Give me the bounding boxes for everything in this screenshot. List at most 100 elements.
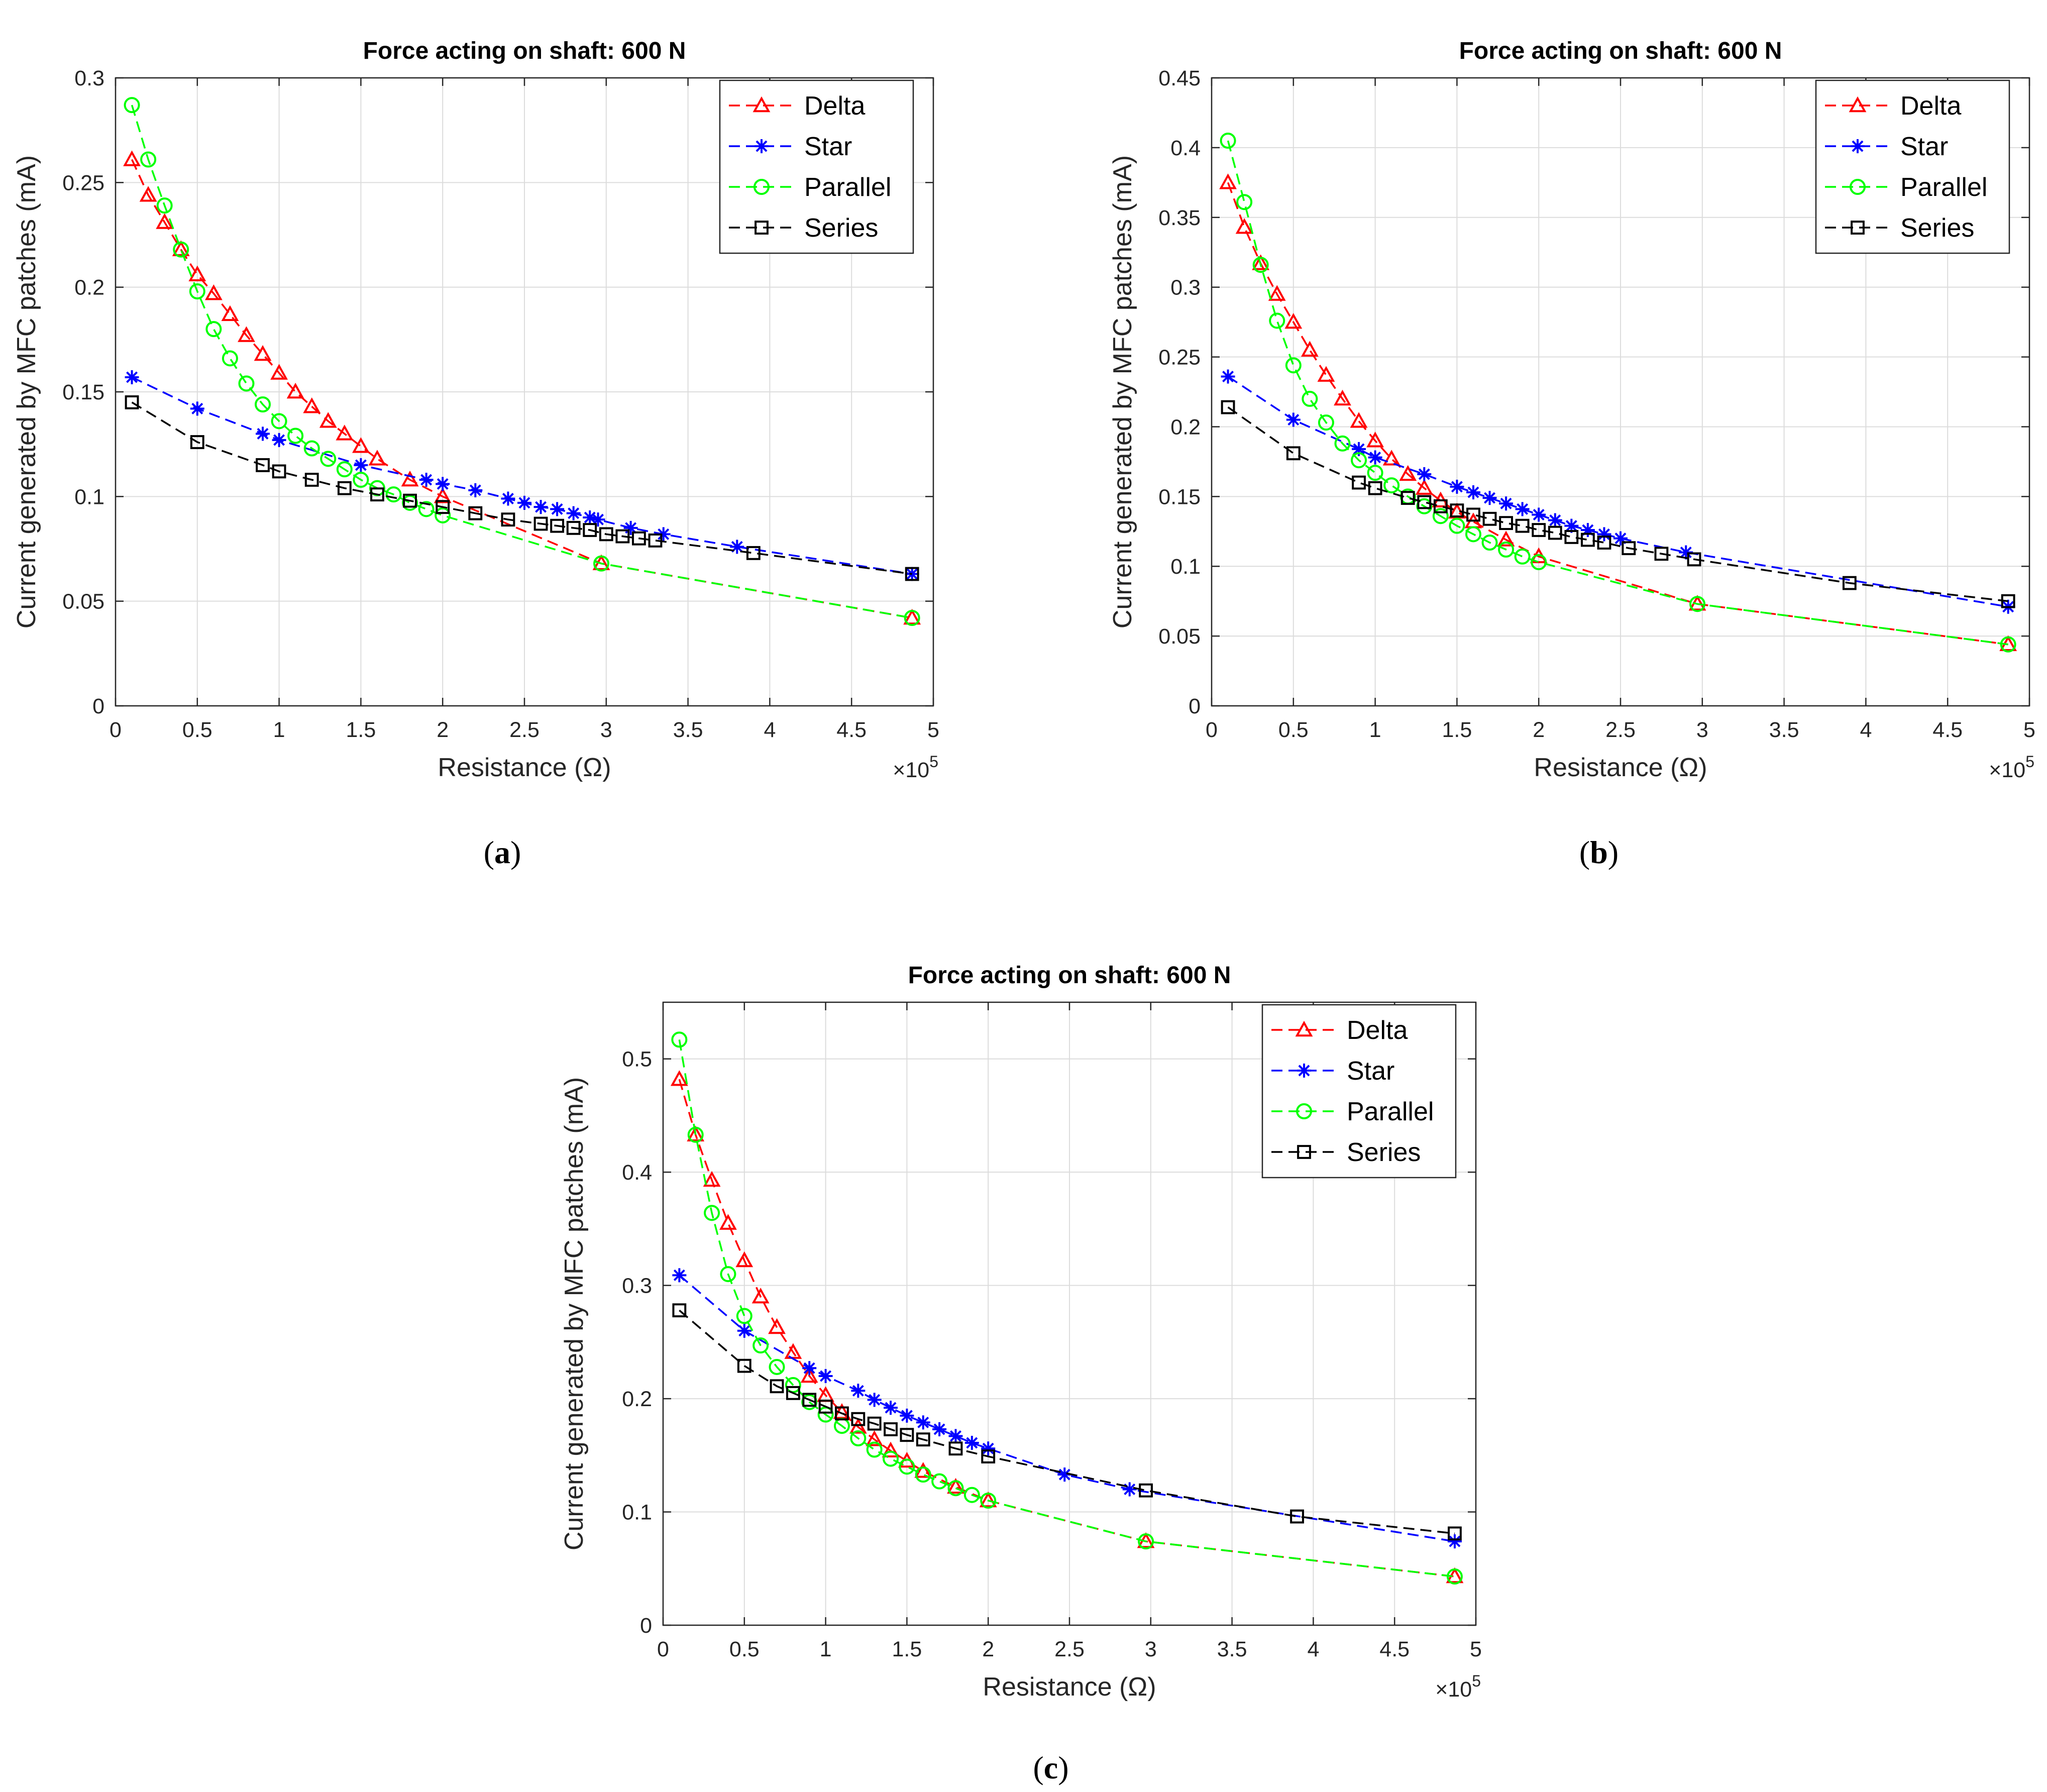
series-parallel [1220,133,2016,653]
data-point-parallel [2000,636,2016,653]
data-point-series [533,516,548,531]
data-point-series [1221,400,1235,414]
data-point-series [648,533,663,548]
data-point-series [981,1449,996,1463]
data-point-series [770,1379,784,1394]
data-point-delta [401,470,419,487]
x-multiplier: ×105 [1435,1672,1481,1702]
y-tick-label: 0.15 [1158,485,1201,509]
data-point-star [1564,518,1579,533]
data-point-series [1433,499,1448,513]
data-point-series [468,506,483,520]
legend-label-delta: Delta [1347,1016,1408,1045]
data-point-delta [303,397,321,413]
series-line-delta [131,159,912,619]
y-tick-label: 0.3 [622,1274,652,1298]
x-multiplier-exponent: 5 [1472,1672,1481,1690]
legend-marker-delta [1295,1020,1313,1037]
data-point-star [1532,507,1546,522]
data-point-star [1597,527,1611,542]
series-star [672,1268,1462,1549]
data-point-series [436,500,450,514]
data-point-star [948,1429,963,1443]
x-axis-label: Resistance (Ω) [1534,753,1707,782]
data-point-parallel [205,321,222,337]
data-point-series [583,523,597,537]
data-point-parallel [593,555,610,572]
series-parallel [671,1031,1463,1585]
legend: Delta Star Parallel Series [719,79,914,254]
data-point-parallel [980,1493,997,1509]
data-point-star [436,477,450,491]
x-tick-label: 1.5 [1442,718,1472,742]
data-point-delta [670,1070,688,1086]
data-point-parallel [1481,535,1498,551]
x-tick-label: 2.5 [509,718,540,742]
data-point-delta [1399,465,1417,481]
x-tick-label: 1 [1369,718,1381,742]
data-point-delta [687,1125,705,1141]
x-multiplier-base: ×10 [1435,1677,1472,1702]
data-point-delta [270,364,288,380]
data-point-delta [172,240,190,256]
y-tick-label: 0.05 [1158,624,1201,649]
data-point-parallel [124,97,140,114]
legend-marker-series [755,221,769,235]
data-point-series [1482,511,1497,526]
data-point-series [1466,507,1480,522]
data-point-star [900,1408,914,1423]
data-point-series [337,481,352,495]
data-point-delta [703,1171,721,1187]
data-point-delta [204,284,223,300]
data-point-parallel [222,350,238,367]
x-multiplier: ×105 [893,753,938,782]
data-point-parallel [736,1308,752,1324]
data-point-series [125,395,139,409]
data-point-series [1400,491,1415,505]
x-tick-label: 1 [273,718,285,742]
legend-label-delta: Delta [804,91,865,121]
data-point-star [550,502,565,516]
data-point-delta [319,412,337,428]
data-point-parallel [1252,257,1269,273]
data-point-star [730,540,744,554]
data-point-parallel [1432,508,1449,524]
data-point-star [1450,479,1464,494]
data-point-series [1290,1509,1304,1524]
caption-c: (c) [1033,1750,1068,1785]
data-point-series [1499,516,1513,531]
data-point-parallel [238,375,255,392]
legend-box [1261,1004,1457,1179]
legend-marker-series [1851,221,1865,235]
data-point-series [599,527,613,542]
data-point-delta [336,425,354,441]
data-point-parallel [1383,477,1400,494]
legend-marker-series [1297,1145,1311,1159]
data-point-parallel [1220,133,1236,149]
data-point-delta [866,1430,884,1446]
legend-label-parallel: Parallel [804,173,891,202]
data-point-series [851,1412,866,1426]
data-point-series [1548,525,1562,540]
legend-marker-parallel [1850,179,1866,195]
data-point-star [1221,369,1235,384]
legend-label-star: Star [1347,1057,1394,1086]
data-point-parallel [850,1430,867,1446]
legend-marker-delta [1849,96,1867,113]
data-point-delta [1350,412,1368,428]
x-tick-label: 3.5 [673,718,703,742]
data-point-star [623,520,638,535]
y-tick-label: 0.05 [62,590,104,614]
data-point-star [1122,1482,1137,1497]
data-point-parallel [752,1337,769,1354]
data-point-star [1368,450,1382,465]
data-point-delta [751,1288,770,1304]
data-point-series [1597,536,1611,550]
data-point-delta [1366,432,1384,448]
data-point-delta [156,213,174,229]
data-point-parallel [255,396,271,412]
y-tick-label: 0.2 [74,276,104,300]
data-point-delta [882,1441,900,1457]
data-point-series [304,473,319,487]
data-point-delta [768,1318,786,1334]
